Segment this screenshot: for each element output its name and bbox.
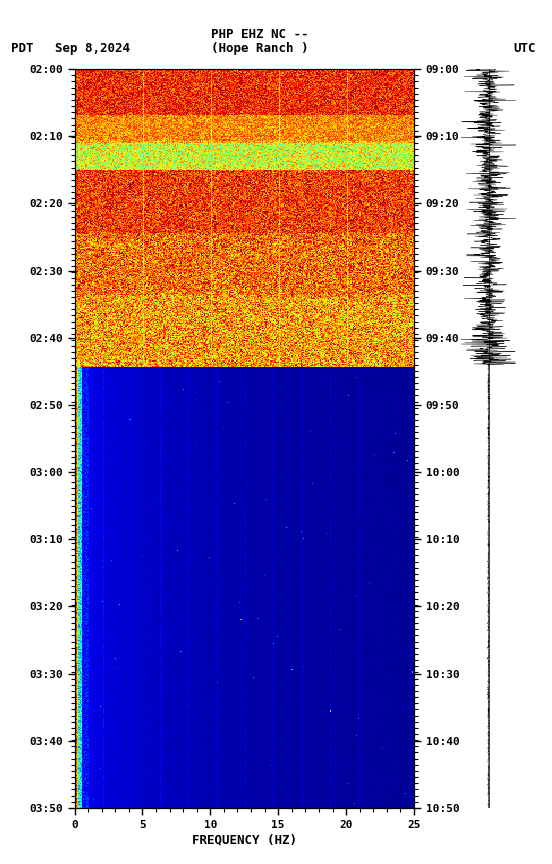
Text: UTC: UTC	[513, 41, 535, 55]
Text: Sep 8,2024: Sep 8,2024	[55, 41, 130, 55]
X-axis label: FREQUENCY (HZ): FREQUENCY (HZ)	[192, 834, 297, 847]
Text: PHP EHZ NC --: PHP EHZ NC --	[211, 28, 308, 41]
Text: PDT: PDT	[11, 41, 34, 55]
Text: (Hope Ranch ): (Hope Ranch )	[211, 41, 308, 55]
